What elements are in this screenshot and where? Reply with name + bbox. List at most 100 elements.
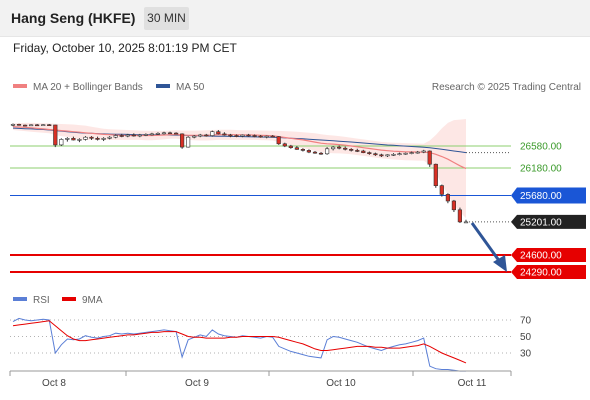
interval-button[interactable]: 30 MIN: [144, 7, 189, 30]
rsi-line: [12, 317, 466, 372]
candle-body: [276, 136, 281, 145]
candle: [174, 132, 179, 135]
candle: [463, 219, 469, 224]
candle-body: [234, 135, 239, 137]
candle-body: [131, 134, 136, 137]
datetime-label: Friday, October 10, 2025 8:01:19 PM CET: [13, 41, 237, 55]
rsi-level-70-label: 70: [520, 316, 532, 327]
candle-body: [355, 150, 360, 152]
candle: [125, 133, 130, 138]
candle-body: [167, 132, 173, 135]
candle-body: [210, 131, 215, 136]
candle-body: [415, 151, 420, 154]
candle: [409, 151, 414, 155]
candle: [180, 133, 185, 149]
candle-body: [336, 146, 342, 149]
moving-averages: [12, 126, 467, 170]
candle-body: [204, 134, 209, 137]
candle-body: [457, 209, 463, 223]
candle-body: [403, 152, 408, 155]
candle-body: [119, 135, 124, 137]
candle: [397, 152, 402, 156]
candle-body: [186, 136, 191, 148]
candle: [204, 133, 209, 137]
candle: [143, 133, 149, 137]
x-axis-label: Oct 9: [185, 378, 209, 389]
instrument-title: Hang Seng (HKFE): [11, 10, 136, 26]
candle-body: [379, 154, 384, 157]
candle: [167, 131, 173, 135]
candle-body: [22, 124, 28, 127]
candle-body: [409, 152, 414, 154]
candle: [34, 123, 40, 127]
candle-body: [240, 134, 245, 137]
rsi-level-50-label: 50: [520, 332, 532, 343]
support-tag: [511, 247, 586, 262]
candle: [186, 136, 191, 148]
candle-body: [312, 151, 318, 154]
candle: [149, 132, 155, 136]
candle-body: [324, 148, 330, 155]
candle-body: [439, 185, 444, 195]
ma50-legend-swatch: [156, 84, 170, 88]
last-price-label: 25201.00: [520, 217, 562, 228]
candle: [391, 153, 396, 156]
candle-body: [101, 138, 106, 140]
candle-body: [367, 152, 372, 155]
candle-body: [451, 200, 457, 211]
x-axis-label: Oct 8: [42, 378, 66, 389]
candle-body: [137, 134, 142, 137]
candle: [216, 130, 221, 135]
candle-body: [391, 154, 396, 156]
candle-body: [361, 150, 366, 154]
candle-body: [192, 135, 197, 138]
candle-body: [433, 163, 438, 186]
candle: [355, 148, 360, 153]
candle: [385, 154, 390, 158]
candle: [119, 133, 124, 138]
candle-body: [149, 133, 155, 136]
candle: [403, 152, 408, 155]
candle-body: [330, 146, 336, 150]
candle: [101, 137, 106, 142]
candle: [22, 124, 28, 127]
candle: [53, 124, 58, 148]
candle: [47, 123, 52, 126]
candle: [457, 207, 463, 224]
candle: [367, 151, 372, 155]
candle: [137, 133, 142, 138]
candle-body: [246, 134, 251, 137]
candle: [324, 147, 330, 155]
pivot-label: 25680.00: [520, 191, 562, 202]
candle-body: [59, 139, 64, 146]
candle: [240, 134, 245, 138]
rsi-legend-swatch: [13, 297, 27, 301]
candle-body: [47, 124, 52, 126]
ma20-legend-swatch: [13, 84, 27, 88]
last-price-tag: [511, 214, 586, 229]
ma50-legend-label: MA 50: [176, 82, 205, 93]
candle: [10, 123, 16, 127]
price-levels: [10, 145, 511, 273]
candle: [361, 149, 366, 154]
candle: [318, 152, 324, 155]
candle-body: [349, 149, 354, 151]
candle-body: [306, 150, 312, 153]
forecast-arrow: [470, 222, 507, 272]
candle: [451, 199, 457, 213]
candle-body: [427, 150, 432, 165]
ma20-line: [12, 126, 467, 170]
candle: [155, 132, 161, 135]
candlesticks: [10, 123, 469, 224]
candle-body: [343, 147, 348, 150]
candle-body: [294, 147, 300, 150]
candle: [288, 144, 293, 149]
candle: [270, 134, 275, 138]
candle: [330, 146, 336, 151]
candle-body: [16, 124, 22, 126]
candle: [445, 193, 451, 204]
candle-body: [53, 124, 58, 146]
candle-body: [77, 139, 82, 141]
candle-body: [198, 134, 203, 137]
